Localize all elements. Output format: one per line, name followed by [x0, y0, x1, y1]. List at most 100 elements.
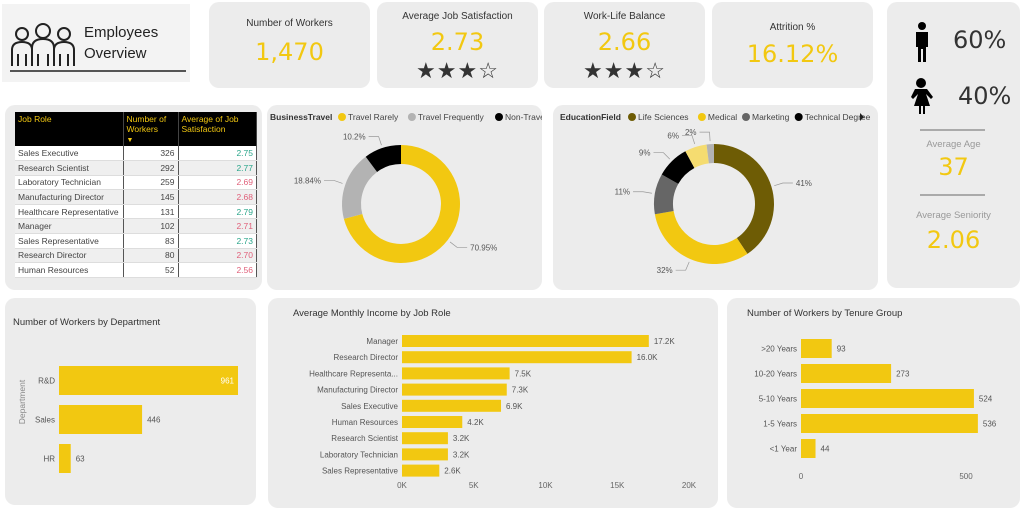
col-avg-job-satisfaction[interactable]: Average of Job Satisfaction [178, 112, 257, 146]
leader-line [681, 135, 696, 145]
kpi-number-of-workers: Number of Workers 1,470 [209, 2, 370, 88]
slice-label: 2% [685, 128, 697, 137]
table-row[interactable]: Sales Representative 83 2.73 [15, 233, 257, 249]
kpi-value: 2.66 [597, 28, 652, 56]
legend-item: Life Sciences [638, 112, 689, 122]
legend-next-arrow-icon[interactable] [860, 113, 864, 121]
bar [402, 367, 510, 380]
category-label: Manager [366, 337, 398, 346]
table-row[interactable]: Laboratory Technician 259 2.69 [15, 175, 257, 191]
sort-desc-icon: ▼ [126, 137, 134, 144]
cell-n: 292 [123, 160, 179, 176]
cell-s: 2.70 [178, 248, 257, 264]
leader-line [368, 136, 382, 146]
page-title: Employees Overview [84, 24, 159, 62]
cell-role: Research Director [15, 248, 124, 264]
avg-age-label: Average Age [926, 139, 981, 150]
cell-n: 83 [123, 233, 179, 249]
data-label: 63 [76, 455, 85, 464]
x-tick-label: 15K [610, 481, 625, 490]
category-label: Sales [35, 416, 55, 425]
kpi-title: Work-Life Balance [583, 11, 666, 22]
cell-s: 2.73 [178, 233, 257, 249]
legend-item: Marketing [752, 112, 790, 122]
legend-marker [628, 113, 636, 121]
department-card: Number of Workers by Department Departmen… [5, 298, 256, 505]
x-tick-label: 0K [397, 481, 407, 490]
data-label: 7.3K [512, 386, 529, 395]
legend-marker [697, 113, 706, 121]
bar [59, 444, 71, 473]
bar [59, 366, 238, 395]
table-row[interactable]: Human Resources 52 2.56 [15, 262, 257, 278]
col-number-of-workers[interactable]: Number of Workers ▼ [123, 112, 179, 146]
slice-label: 41% [796, 179, 812, 188]
education-field-donut: EducationField Life Sciences Medical Market… [560, 112, 871, 275]
leader-line [675, 261, 690, 271]
data-label: 6.9K [506, 402, 523, 411]
legend-item: Non-Travel [505, 112, 542, 122]
data-label: 524 [979, 395, 993, 404]
donut-slice [343, 145, 460, 263]
donut-slice [706, 144, 714, 164]
table-row[interactable]: Research Scientist 292 2.77 [15, 160, 257, 176]
legend-item: Travel Frequently [418, 112, 485, 122]
x-tick-label: 5K [469, 481, 479, 490]
leader-line [774, 182, 793, 186]
legend-marker [794, 113, 803, 121]
income-card: Average Monthly Income by Job Role Manage… [268, 298, 718, 508]
male-icon [916, 22, 928, 62]
kpi-value: 2.73 [430, 28, 485, 56]
people-group-icon [11, 23, 75, 66]
col-job-role[interactable]: Job Role [15, 112, 124, 146]
cell-role: Healthcare Representative [15, 204, 124, 220]
cell-n: 145 [123, 189, 179, 205]
x-tick-label: 10K [538, 481, 553, 490]
bar [402, 399, 502, 412]
job-role-table: Job Role Number of Workers ▼ Average of J… [15, 112, 257, 278]
category-label: Sales Representative [322, 467, 399, 476]
bar [801, 414, 978, 433]
business-travel-donut: BusinessTravel Travel Rarely Travel Freque… [270, 112, 547, 263]
data-label: 961 [221, 377, 235, 386]
data-label: 7.5K [515, 369, 532, 378]
cell-role: Manager [15, 218, 124, 235]
table-row[interactable]: Research Director 80 2.70 [15, 248, 257, 264]
donut-slice [654, 210, 748, 264]
slice-label: 10.2% [343, 133, 366, 142]
donut-slice [661, 151, 695, 184]
leader-line [324, 180, 343, 184]
divider [920, 129, 985, 131]
category-label: Sales Executive [341, 402, 398, 411]
title-underline [10, 70, 186, 72]
table-row[interactable]: Manufacturing Director 145 2.68 [15, 189, 257, 205]
kpi-work-life-balance: Work-Life Balance 2.66 ★★★☆ [544, 2, 705, 88]
table-row[interactable]: Sales Executive 326 2.75 [15, 146, 257, 162]
table-row[interactable]: Healthcare Representative 131 2.79 [15, 204, 257, 220]
cell-s: 2.56 [178, 262, 257, 278]
cell-n: 80 [123, 248, 179, 264]
female-icon [911, 78, 933, 114]
legend-title: BusinessTravel [270, 112, 332, 122]
data-label: 2.6K [444, 467, 461, 476]
cell-n: 131 [123, 204, 179, 220]
legend-marker [495, 113, 503, 121]
data-label: 4.2K [467, 418, 484, 427]
title-card: Employees Overview [2, 4, 190, 82]
category-label: Laboratory Technician [320, 450, 398, 459]
cell-n: 102 [123, 218, 179, 235]
category-label: Research Scientist [331, 434, 398, 443]
department-bar-chart: Number of Workers by Department Departmen… [13, 317, 238, 473]
cell-role: Laboratory Technician [15, 175, 124, 191]
category-label: 5-10 Years [759, 395, 797, 404]
leader-line [653, 152, 671, 160]
legend-title: EducationField [560, 112, 621, 122]
table-row[interactable]: Manager 102 2.71 [15, 218, 257, 235]
chart-title: Number of Workers by Department [13, 317, 160, 328]
cell-s: 2.69 [178, 175, 257, 191]
gender-card: 60% 40% Average Age 37 Average Seniority… [887, 2, 1020, 288]
legend-item: Technical Degree [805, 112, 871, 122]
category-label: Manufacturing Director [317, 386, 398, 395]
chart-title: Average Monthly Income by Job Role [293, 308, 451, 319]
cell-n: 52 [123, 262, 179, 278]
